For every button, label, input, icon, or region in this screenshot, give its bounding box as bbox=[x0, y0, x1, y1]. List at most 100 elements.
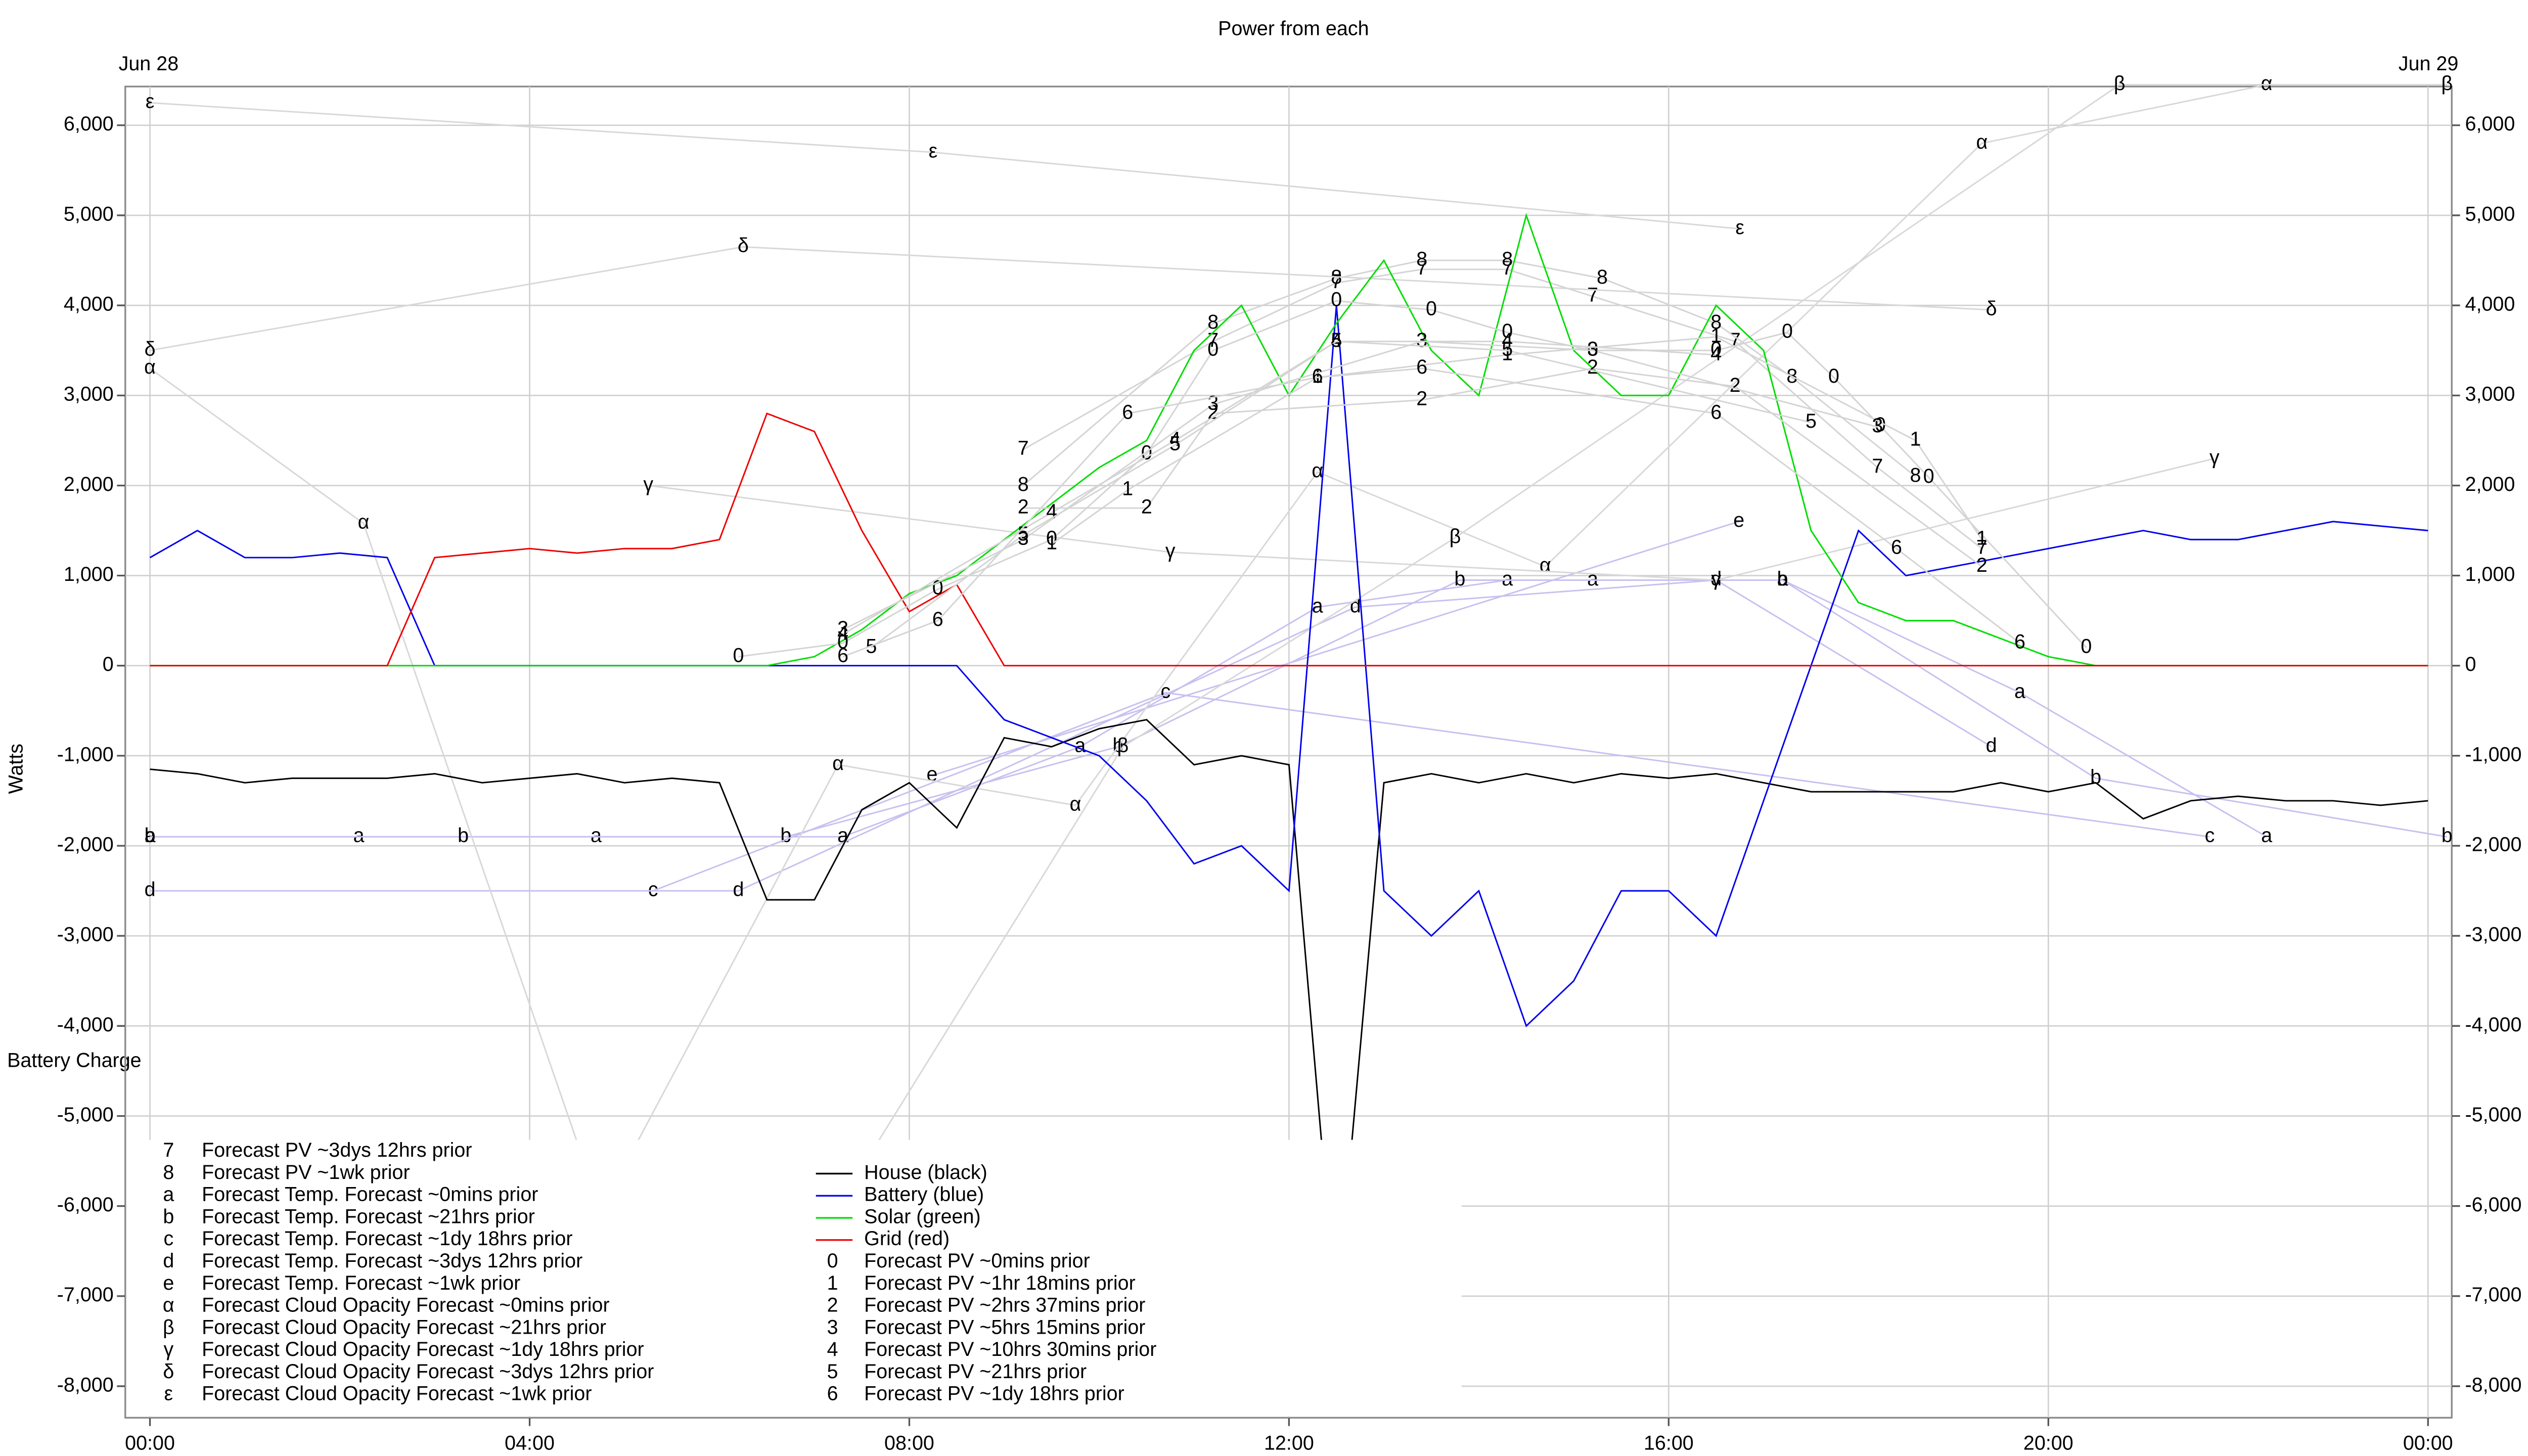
forecast-marker: 0 bbox=[2081, 635, 2092, 658]
forecast-marker: 7 bbox=[1502, 257, 1513, 279]
forecast-marker: α bbox=[1976, 131, 1988, 153]
legend-label: House (black) bbox=[864, 1161, 987, 1184]
series-line bbox=[150, 718, 2428, 1314]
legend-symbol: ε bbox=[164, 1383, 173, 1405]
forecast-marker: 0 bbox=[1923, 465, 1934, 487]
forecast-marker: b bbox=[1777, 568, 1788, 590]
forecast-marker: b bbox=[458, 825, 469, 847]
forecast-marker: γ bbox=[1165, 540, 1176, 562]
y2-tick-label: -2,000 bbox=[2465, 833, 2522, 855]
y-tick-label: -5,000 bbox=[57, 1104, 114, 1126]
forecast-marker: 3 bbox=[1416, 329, 1427, 351]
x-tick-label: 20:00 bbox=[2023, 1432, 2073, 1454]
forecast-marker: 0 bbox=[1875, 414, 1886, 436]
series-line bbox=[150, 212, 2428, 667]
forecast-line bbox=[842, 340, 1717, 635]
x-tick-label: 12:00 bbox=[1264, 1432, 1314, 1454]
y2-tick-label: 5,000 bbox=[2465, 203, 2515, 225]
forecast-marker: α bbox=[832, 752, 844, 775]
legend: 7 Forecast PV ~3dys 12hrs prior 8 Forecast … bbox=[163, 1139, 1156, 1405]
forecast-marker: 8 bbox=[1597, 266, 1608, 288]
forecast-line bbox=[653, 692, 2210, 892]
forecast-marker: 2 bbox=[1976, 554, 1988, 576]
legend-label: Forecast Cloud Opacity Forecast ~21hrs p… bbox=[202, 1316, 606, 1338]
forecast-marker: 6 bbox=[932, 608, 943, 630]
forecast-marker: ε bbox=[929, 140, 938, 162]
forecast-marker: 5 bbox=[1018, 523, 1029, 545]
forecast-marker: e bbox=[1733, 509, 1744, 531]
y2-tick-label: -7,000 bbox=[2465, 1284, 2522, 1306]
forecast-marker: 7 bbox=[1018, 437, 1029, 460]
forecast-marker: 0 bbox=[1502, 320, 1513, 342]
y-tick-label: -1,000 bbox=[57, 743, 114, 765]
forecast-line bbox=[842, 368, 2020, 658]
forecast-marker: α bbox=[1312, 460, 1323, 482]
legend-symbol: δ bbox=[163, 1360, 174, 1383]
forecast-marker: 0 bbox=[1207, 338, 1218, 360]
forecast-marker: 4 bbox=[1169, 428, 1181, 450]
legend-symbol: β bbox=[163, 1316, 174, 1338]
forecast-marker: b bbox=[780, 825, 791, 847]
forecast-marker: 7 bbox=[1872, 455, 1883, 477]
x-tick-label: 04:00 bbox=[505, 1432, 555, 1454]
forecast-marker: 4 bbox=[1331, 329, 1342, 351]
annotation: Battery Charge bbox=[7, 1049, 142, 1071]
legend-label: Forecast PV ~1dy 18hrs prior bbox=[864, 1383, 1124, 1405]
y-tick-label: 3,000 bbox=[64, 383, 114, 405]
y2-tick-label: -5,000 bbox=[2465, 1104, 2522, 1126]
forecast-marker: 1 bbox=[1312, 365, 1323, 387]
forecast-marker: 1 bbox=[1122, 478, 1133, 500]
forecast-marker: d bbox=[1350, 595, 1361, 617]
legend-symbol: 2 bbox=[827, 1294, 838, 1316]
legend-symbol: γ bbox=[163, 1338, 173, 1360]
date-right: Jun 29 bbox=[2399, 53, 2459, 75]
forecast-marker: 6 bbox=[1710, 401, 1722, 423]
forecast-line bbox=[1022, 259, 1916, 486]
legend-label: Forecast Cloud Opacity Forecast ~0mins p… bbox=[202, 1294, 609, 1316]
x-tick-label: 00:00 bbox=[125, 1432, 175, 1454]
forecast-marker: 0 bbox=[1331, 289, 1342, 311]
forecast-marker: 6 bbox=[837, 644, 848, 666]
legend-label: Forecast PV ~5hrs 15mins prior bbox=[864, 1316, 1145, 1338]
forecast-marker: a bbox=[1587, 568, 1598, 590]
forecast-marker: 3 bbox=[837, 617, 848, 640]
forecast-marker: 0 bbox=[1046, 527, 1057, 550]
forecast-marker: 1 bbox=[1502, 342, 1513, 365]
legend-label: Forecast PV ~2hrs 37mins prior bbox=[864, 1294, 1145, 1316]
forecast-marker: α bbox=[1070, 793, 1081, 815]
forecast-marker: β bbox=[2114, 72, 2126, 95]
legend-symbol: 3 bbox=[827, 1316, 838, 1338]
forecast-marker: 1 bbox=[1710, 325, 1722, 347]
y-tick-label: -7,000 bbox=[57, 1284, 114, 1306]
forecast-marker: 1 bbox=[1910, 428, 1921, 450]
forecast-marker: a bbox=[1502, 568, 1513, 590]
forecast-marker: 0 bbox=[1782, 320, 1793, 342]
forecast-marker: 6 bbox=[1122, 401, 1133, 423]
forecast-line bbox=[932, 521, 1739, 777]
forecast-marker: δ bbox=[1986, 297, 1997, 320]
forecast-marker: 8 bbox=[1502, 248, 1513, 270]
forecast-marker: 5 bbox=[1169, 433, 1181, 455]
legend-symbol: 6 bbox=[827, 1383, 838, 1405]
forecast-marker: 5 bbox=[1502, 338, 1513, 360]
legend-label: Forecast PV ~10hrs 30mins prior bbox=[864, 1338, 1156, 1360]
forecast-marker: ε bbox=[1735, 216, 1744, 239]
forecast-marker: 7 bbox=[1416, 257, 1427, 279]
y2-tick-label: 0 bbox=[2465, 653, 2476, 675]
forecast-marker: 0 bbox=[1587, 338, 1598, 360]
forecast-marker: 0 bbox=[1828, 365, 1839, 387]
y-tick-label: 4,000 bbox=[64, 293, 114, 315]
forecast-marker: 3 bbox=[1587, 338, 1598, 360]
forecast-marker: 0 bbox=[733, 644, 744, 666]
legend-symbol: e bbox=[163, 1272, 174, 1294]
y-tick-label: 6,000 bbox=[64, 113, 114, 135]
legend-label: Battery (blue) bbox=[864, 1184, 984, 1206]
legend-label: Solar (green) bbox=[864, 1205, 980, 1227]
y-tick-label: -3,000 bbox=[57, 924, 114, 946]
forecast-marker: β bbox=[2441, 72, 2453, 95]
forecast-marker: a bbox=[2014, 680, 2025, 703]
legend-label: Forecast PV ~21hrs prior bbox=[864, 1360, 1087, 1383]
forecast-marker: ε bbox=[146, 90, 155, 113]
forecast-line bbox=[1023, 368, 1982, 567]
y-tick-label: -8,000 bbox=[57, 1374, 114, 1396]
